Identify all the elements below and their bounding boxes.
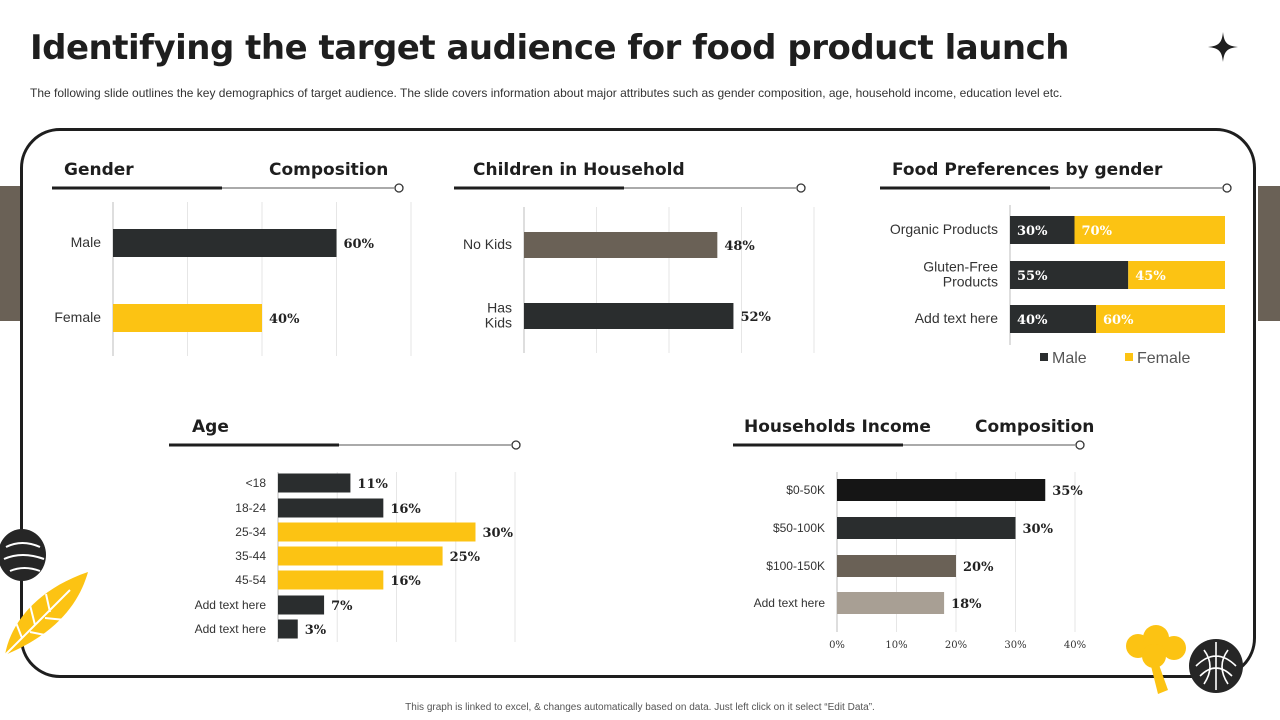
income-tick-label: 30%	[1004, 640, 1026, 651]
age-title-underline	[169, 440, 521, 450]
food-value-label: 70%	[1082, 224, 1113, 239]
food-value-label: 45%	[1135, 269, 1166, 284]
income-category-label: $50-100K	[773, 521, 825, 535]
food-title: Food Preferences by gender	[892, 160, 1163, 180]
income-category-label: Add text here	[754, 596, 826, 610]
children-bar	[524, 232, 718, 258]
gender-title-underline	[52, 183, 404, 193]
footer-note: This graph is linked to excel, & changes…	[405, 702, 875, 713]
age-bar	[278, 570, 384, 590]
broccoli-icon	[1126, 625, 1186, 694]
income-title-right: Composition	[975, 417, 1095, 437]
food-bar-female	[1128, 261, 1225, 289]
food-category-label: Gluten-Free Products	[923, 259, 998, 290]
left-side-band	[0, 186, 22, 321]
income-category-label: $100-150K	[766, 559, 825, 573]
children-title: Children in Household	[473, 160, 685, 180]
food-value-label: 55%	[1017, 269, 1048, 284]
age-bar	[278, 522, 476, 542]
income-bar	[837, 592, 945, 614]
gender-value-label: 40%	[269, 312, 300, 327]
children-bar	[524, 303, 734, 329]
income-bar	[837, 517, 1016, 539]
income-tick-label: 20%	[945, 640, 967, 651]
age-category-label: 45-54	[235, 573, 266, 587]
leaf-icon	[4, 572, 88, 656]
gender-category-label: Male	[71, 234, 102, 250]
food-legend-label: Female	[1137, 350, 1190, 367]
income-value-label: 20%	[963, 560, 994, 575]
age-value-label: 25%	[450, 550, 481, 565]
age-bar	[278, 546, 443, 566]
food-bar-male	[1010, 261, 1129, 289]
food-category-label: Add text here	[915, 310, 998, 326]
page-title: Identifying the target audience for food…	[30, 28, 1069, 68]
food-bar-female	[1096, 305, 1225, 333]
cabbage-icon	[1189, 639, 1243, 693]
age-bar	[278, 473, 351, 493]
age-value-label: 16%	[390, 502, 421, 517]
age-category-label: Add text here	[195, 622, 267, 636]
income-value-label: 18%	[951, 597, 982, 612]
children-title-underline	[454, 183, 806, 193]
income-category-label: $0-50K	[786, 483, 825, 497]
age-category-label: 18-24	[235, 501, 266, 515]
right-side-band	[1258, 186, 1280, 321]
age-category-label: Add text here	[195, 598, 267, 612]
food-bar-male	[1010, 305, 1096, 333]
seed-icon	[0, 529, 46, 581]
gender-bar	[113, 304, 262, 332]
income-chart: $0-50K 35% $50-100K 30% $100-150K 20% Add text…	[754, 472, 1086, 651]
gender-title-left: Gender	[64, 160, 134, 180]
age-title: Age	[192, 417, 229, 437]
age-value-label: 3%	[305, 623, 327, 638]
food-value-label: 30%	[1017, 224, 1048, 239]
gender-category-label: Female	[54, 309, 101, 325]
gender-title-right: Composition	[269, 160, 389, 180]
gender-bar	[113, 229, 337, 257]
age-chart: <18 11% 18-24 16% 25-34 30% 35-44 25% 45-54 16% Ad…	[195, 472, 516, 642]
food-category-label: Organic Products	[890, 221, 998, 237]
children-value-label: 48%	[724, 239, 755, 254]
income-title-underline	[733, 440, 1085, 450]
income-bar	[837, 555, 956, 577]
age-category-label: <18	[246, 476, 267, 490]
food-legend-swatch	[1040, 353, 1048, 361]
age-category-label: 25-34	[235, 525, 266, 539]
food-legend-swatch	[1125, 353, 1133, 361]
age-bar	[278, 595, 325, 615]
children-chart: No Kids 48% Has Kids 52%	[463, 207, 815, 353]
gender-value-label: 60%	[344, 237, 375, 252]
food-bar-female	[1074, 216, 1225, 244]
children-category-label: Has Kids	[485, 300, 512, 331]
age-value-label: 11%	[357, 477, 388, 492]
page-subtitle: The following slide outlines the key dem…	[30, 86, 1063, 100]
income-tick-label: 40%	[1064, 640, 1086, 651]
food-title-underline	[880, 183, 1232, 193]
income-tick-label: 10%	[885, 640, 907, 651]
income-value-label: 30%	[1023, 522, 1054, 537]
food-legend-label: Male	[1052, 350, 1087, 367]
food-chart: Organic Products 30% 70% Gluten-Free Product…	[890, 205, 1225, 367]
income-value-label: 35%	[1052, 484, 1083, 499]
food-value-label: 40%	[1017, 313, 1048, 328]
age-value-label: 7%	[331, 599, 353, 614]
sparkle-icon	[1208, 32, 1238, 62]
age-value-label: 16%	[390, 574, 421, 589]
age-category-label: 35-44	[235, 549, 266, 563]
food-bar-male	[1010, 216, 1075, 244]
income-title-left: Households Income	[744, 417, 931, 437]
children-category-label: No Kids	[463, 236, 512, 252]
income-bar	[837, 479, 1046, 501]
children-value-label: 52%	[740, 310, 771, 325]
age-bar	[278, 619, 298, 639]
gender-chart: Male 60% Female 40%	[54, 202, 412, 356]
income-tick-label: 0%	[829, 640, 845, 651]
age-value-label: 30%	[483, 526, 514, 541]
food-value-label: 60%	[1103, 313, 1134, 328]
age-bar	[278, 498, 384, 518]
